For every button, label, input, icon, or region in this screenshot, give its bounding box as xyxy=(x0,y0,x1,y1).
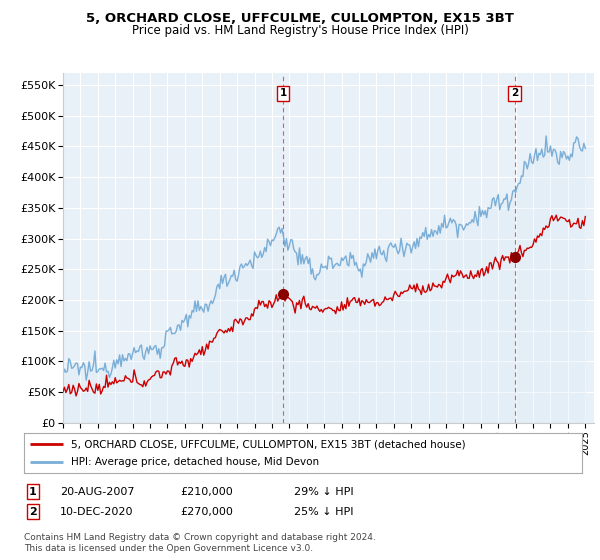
Text: 5, ORCHARD CLOSE, UFFCULME, CULLOMPTON, EX15 3BT: 5, ORCHARD CLOSE, UFFCULME, CULLOMPTON, … xyxy=(86,12,514,25)
Text: 29% ↓ HPI: 29% ↓ HPI xyxy=(294,487,353,497)
Text: £270,000: £270,000 xyxy=(180,507,233,517)
Text: 20-AUG-2007: 20-AUG-2007 xyxy=(60,487,134,497)
Text: 2: 2 xyxy=(29,507,37,517)
Text: Price paid vs. HM Land Registry's House Price Index (HPI): Price paid vs. HM Land Registry's House … xyxy=(131,24,469,36)
Text: 10-DEC-2020: 10-DEC-2020 xyxy=(60,507,133,517)
Text: 1: 1 xyxy=(280,88,287,98)
Text: HPI: Average price, detached house, Mid Devon: HPI: Average price, detached house, Mid … xyxy=(71,458,320,467)
Text: 25% ↓ HPI: 25% ↓ HPI xyxy=(294,507,353,517)
Text: 2: 2 xyxy=(511,88,518,98)
Text: Contains HM Land Registry data © Crown copyright and database right 2024.
This d: Contains HM Land Registry data © Crown c… xyxy=(24,533,376,553)
Text: 1: 1 xyxy=(29,487,37,497)
Text: £210,000: £210,000 xyxy=(180,487,233,497)
Text: 5, ORCHARD CLOSE, UFFCULME, CULLOMPTON, EX15 3BT (detached house): 5, ORCHARD CLOSE, UFFCULME, CULLOMPTON, … xyxy=(71,439,466,449)
